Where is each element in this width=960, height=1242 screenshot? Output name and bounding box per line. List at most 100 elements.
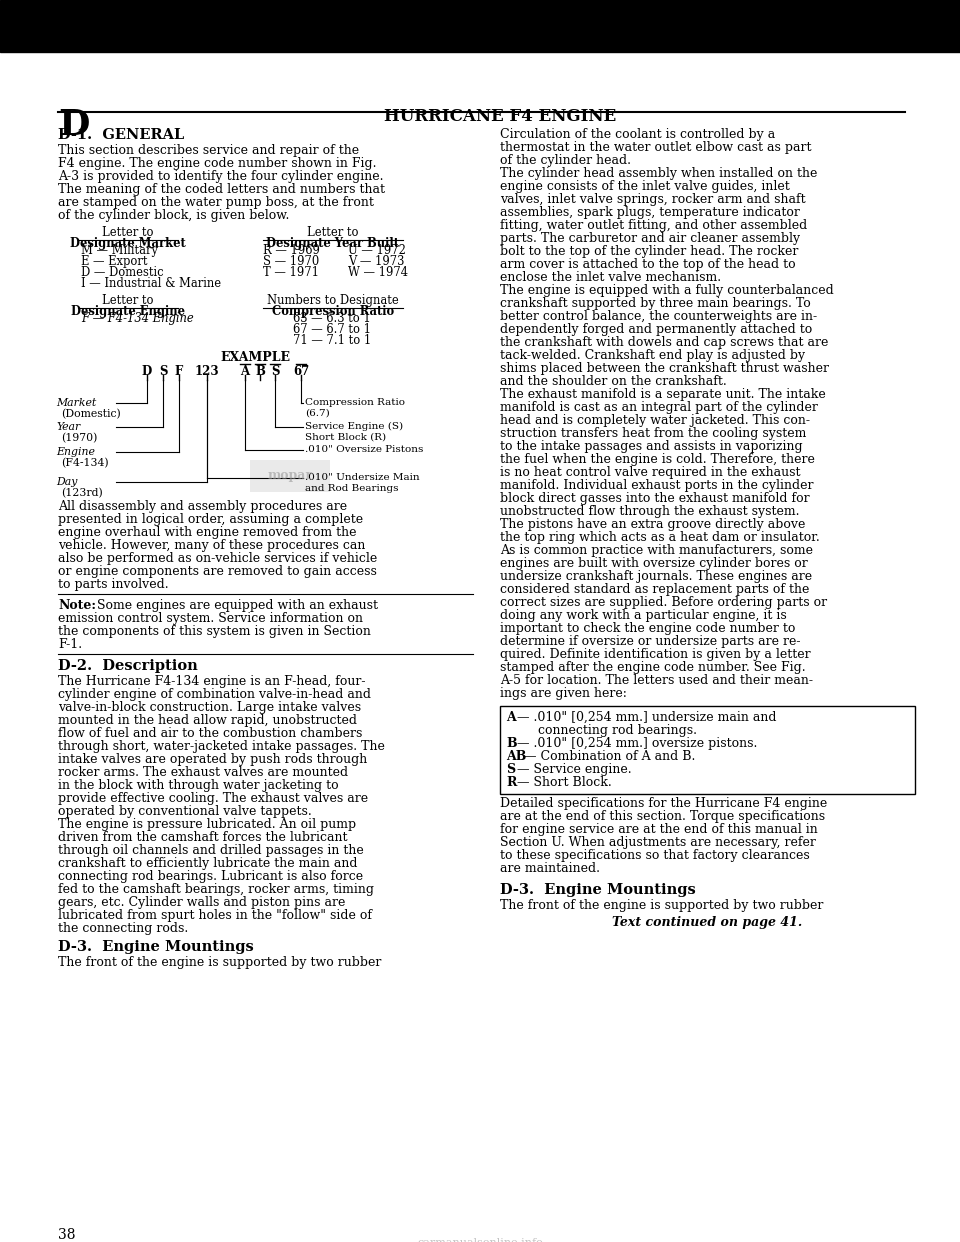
Text: stamped after the engine code number. See Fig.: stamped after the engine code number. Se… <box>500 661 805 674</box>
Text: Day: Day <box>56 477 78 487</box>
Text: F — F4-134 Engine: F — F4-134 Engine <box>81 312 194 325</box>
Text: to parts involved.: to parts involved. <box>58 578 169 591</box>
Bar <box>0 0 960 52</box>
Bar <box>500 705 915 794</box>
Text: (123rd): (123rd) <box>61 488 103 498</box>
Text: 71 — 7.1 to 1: 71 — 7.1 to 1 <box>293 334 372 347</box>
Text: T — 1971: T — 1971 <box>263 266 319 279</box>
Text: F-1.: F-1. <box>58 638 83 651</box>
Text: S — 1970: S — 1970 <box>263 255 320 268</box>
Text: emission control system. Service information on: emission control system. Service informa… <box>58 612 363 625</box>
Text: better control balance, the counterweights are in-: better control balance, the counterweigh… <box>500 310 817 323</box>
Bar <box>250 460 330 492</box>
Text: mopar: mopar <box>268 469 313 482</box>
Text: D — Domestic: D — Domestic <box>81 266 163 279</box>
Text: fitting, water outlet fitting, and other assembled: fitting, water outlet fitting, and other… <box>500 219 807 232</box>
Text: to the intake passages and assists in vaporizing: to the intake passages and assists in va… <box>500 440 803 453</box>
Text: R: R <box>506 776 516 789</box>
Text: gears, etc. Cylinder walls and piston pins are: gears, etc. Cylinder walls and piston pi… <box>58 895 346 909</box>
Text: F: F <box>175 365 183 378</box>
Text: crankshaft supported by three main bearings. To: crankshaft supported by three main beari… <box>500 297 811 310</box>
Text: connecting rod bearings.: connecting rod bearings. <box>506 724 697 737</box>
Text: are stamped on the water pump boss, at the front: are stamped on the water pump boss, at t… <box>58 196 373 209</box>
Text: vehicle. However, many of these procedures can: vehicle. However, many of these procedur… <box>58 539 366 551</box>
Text: manifold is cast as an integral part of the cylinder: manifold is cast as an integral part of … <box>500 401 818 414</box>
Text: parts. The carburetor and air cleaner assembly: parts. The carburetor and air cleaner as… <box>500 232 800 245</box>
Text: Designate Market: Designate Market <box>70 237 186 250</box>
Text: As is common practice with manufacturers, some: As is common practice with manufacturers… <box>500 544 813 556</box>
Text: B: B <box>506 737 516 750</box>
Text: flow of fuel and air to the combustion chambers: flow of fuel and air to the combustion c… <box>58 727 362 740</box>
Text: of the cylinder block, is given below.: of the cylinder block, is given below. <box>58 209 289 222</box>
Text: The meaning of the coded letters and numbers that: The meaning of the coded letters and num… <box>58 183 385 196</box>
Text: — Combination of A and B.: — Combination of A and B. <box>519 750 695 763</box>
Text: shims placed between the crankshaft thrust washer: shims placed between the crankshaft thru… <box>500 361 829 375</box>
Text: Engine: Engine <box>56 447 95 457</box>
Text: 67: 67 <box>293 365 309 378</box>
Text: The engine is equipped with a fully counterbalanced: The engine is equipped with a fully coun… <box>500 284 833 297</box>
Text: V — 1973: V — 1973 <box>348 255 404 268</box>
Text: B: B <box>255 365 265 378</box>
Text: and Rod Bearings: and Rod Bearings <box>305 484 398 493</box>
Text: — .010" [0,254 mm.] undersize main and: — .010" [0,254 mm.] undersize main and <box>513 710 777 724</box>
Text: .010" Oversize Pistons: .010" Oversize Pistons <box>305 445 423 455</box>
Text: Detailed specifications for the Hurricane F4 engine: Detailed specifications for the Hurrican… <box>500 797 828 810</box>
Text: Circulation of the coolant is controlled by a: Circulation of the coolant is controlled… <box>500 128 776 142</box>
Text: bolt to the top of the cylinder head. The rocker: bolt to the top of the cylinder head. Th… <box>500 245 799 258</box>
Text: correct sizes are supplied. Before ordering parts or: correct sizes are supplied. Before order… <box>500 596 828 609</box>
Text: thermostat in the water outlet elbow cast as part: thermostat in the water outlet elbow cas… <box>500 142 811 154</box>
Text: 63 — 6.3 to 1: 63 — 6.3 to 1 <box>293 312 371 325</box>
Text: engine consists of the inlet valve guides, inlet: engine consists of the inlet valve guide… <box>500 180 790 193</box>
Text: to these specifications so that factory clearances: to these specifications so that factory … <box>500 850 809 862</box>
Text: (Domestic): (Domestic) <box>61 409 121 420</box>
Text: crankshaft to efficiently lubricate the main and: crankshaft to efficiently lubricate the … <box>58 857 357 869</box>
Text: (1970): (1970) <box>61 433 97 443</box>
Text: of the cylinder head.: of the cylinder head. <box>500 154 631 166</box>
Text: provide effective cooling. The exhaust valves are: provide effective cooling. The exhaust v… <box>58 792 368 805</box>
Text: The front of the engine is supported by two rubber: The front of the engine is supported by … <box>58 956 381 969</box>
Text: arm cover is attached to the top of the head to: arm cover is attached to the top of the … <box>500 258 796 271</box>
Text: A: A <box>240 365 250 378</box>
Text: — Service engine.: — Service engine. <box>513 763 632 776</box>
Text: the top ring which acts as a heat dam or insulator.: the top ring which acts as a heat dam or… <box>500 532 820 544</box>
Text: D: D <box>142 365 152 378</box>
Text: the connecting rods.: the connecting rods. <box>58 922 188 935</box>
Text: Numbers to Designate: Numbers to Designate <box>267 294 398 307</box>
Text: A: A <box>506 710 516 724</box>
Text: connecting rod bearings. Lubricant is also force: connecting rod bearings. Lubricant is al… <box>58 869 363 883</box>
Text: Year: Year <box>56 422 81 432</box>
Text: operated by conventional valve tappets.: operated by conventional valve tappets. <box>58 805 312 818</box>
Text: unobstructed flow through the exhaust system.: unobstructed flow through the exhaust sy… <box>500 505 800 518</box>
Text: lubricated from spurt holes in the "follow" side of: lubricated from spurt holes in the "foll… <box>58 909 372 922</box>
Text: Short Block (R): Short Block (R) <box>305 433 386 442</box>
Text: block direct gasses into the exhaust manifold for: block direct gasses into the exhaust man… <box>500 492 809 505</box>
Text: doing any work with a particular engine, it is: doing any work with a particular engine,… <box>500 609 787 622</box>
Text: ings are given here:: ings are given here: <box>500 687 627 700</box>
Text: quired. Definite identification is given by a letter: quired. Definite identification is given… <box>500 648 810 661</box>
Text: Service Engine (S): Service Engine (S) <box>305 422 403 431</box>
Text: Compression Ratio: Compression Ratio <box>305 397 405 407</box>
Text: rocker arms. The exhaust valves are mounted: rocker arms. The exhaust valves are moun… <box>58 766 348 779</box>
Text: I — Industrial & Marine: I — Industrial & Marine <box>81 277 221 289</box>
Text: .010" Undersize Main: .010" Undersize Main <box>305 473 420 482</box>
Text: head and is completely water jacketed. This con-: head and is completely water jacketed. T… <box>500 414 810 427</box>
Text: determine if oversize or undersize parts are re-: determine if oversize or undersize parts… <box>500 635 801 648</box>
Text: for engine service are at the end of this manual in: for engine service are at the end of thi… <box>500 823 818 836</box>
Text: are at the end of this section. Torque specifications: are at the end of this section. Torque s… <box>500 810 826 823</box>
Text: in the block with through water jacketing to: in the block with through water jacketin… <box>58 779 339 792</box>
Text: tack-welded. Crankshaft end play is adjusted by: tack-welded. Crankshaft end play is adju… <box>500 349 805 361</box>
Text: Designate Engine: Designate Engine <box>71 306 185 318</box>
Text: S: S <box>271 365 279 378</box>
Text: The engine is pressure lubricated. An oil pump: The engine is pressure lubricated. An oi… <box>58 818 356 831</box>
Text: mounted in the head allow rapid, unobstructed: mounted in the head allow rapid, unobstr… <box>58 714 357 727</box>
Text: S: S <box>506 763 516 776</box>
Text: enclose the inlet valve mechanism.: enclose the inlet valve mechanism. <box>500 271 721 284</box>
Text: through oil channels and drilled passages in the: through oil channels and drilled passage… <box>58 845 364 857</box>
Text: The pistons have an extra groove directly above: The pistons have an extra groove directl… <box>500 518 805 532</box>
Text: Designate Year Built: Designate Year Built <box>267 237 399 250</box>
Text: The front of the engine is supported by two rubber: The front of the engine is supported by … <box>500 899 824 912</box>
Text: HURRICANE F4 ENGINE: HURRICANE F4 ENGINE <box>384 108 616 125</box>
Text: The Hurricane F4-134 engine is an F-head, four-: The Hurricane F4-134 engine is an F-head… <box>58 674 366 688</box>
Text: cylinder engine of combination valve-in-head and: cylinder engine of combination valve-in-… <box>58 688 371 700</box>
Text: The cylinder head assembly when installed on the: The cylinder head assembly when installe… <box>500 166 817 180</box>
